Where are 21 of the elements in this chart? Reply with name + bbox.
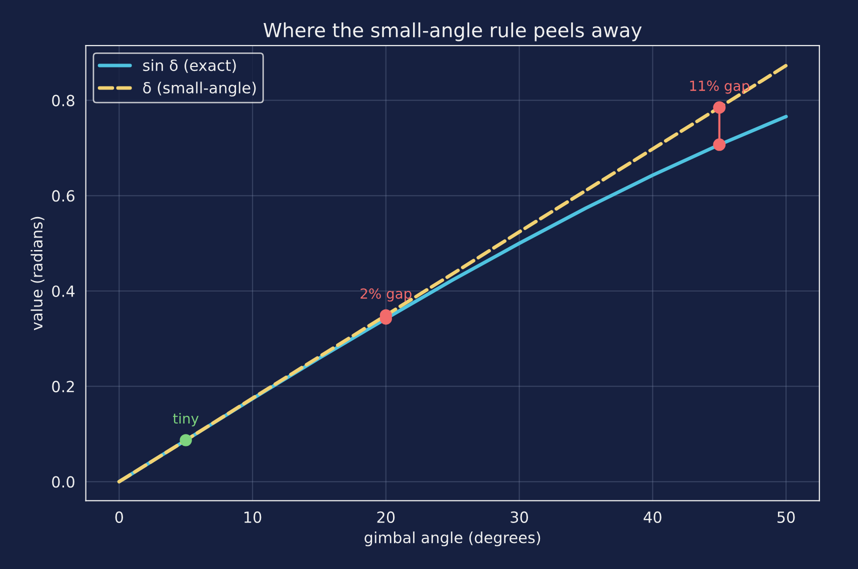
x-tick-label: 50 (778, 511, 795, 523)
legend-label: δ (small-angle) (143, 82, 256, 96)
annotation: tiny (173, 412, 199, 426)
chart-title: Where the small-angle rule peels away (264, 22, 642, 42)
x-tick-label: 40 (644, 511, 662, 523)
y-axis-title: value (radians) (30, 216, 44, 330)
y-tick-label: 0.4 (52, 285, 75, 298)
x-tick-label: 20 (377, 511, 395, 523)
legend-label: sin δ (exact) (143, 59, 236, 73)
y-tick-label: 0.0 (52, 476, 74, 488)
point (713, 101, 726, 114)
y-tick-label: 0.8 (52, 94, 74, 106)
x-tick-label: 0 (115, 511, 123, 523)
x-tick-label: 10 (244, 511, 262, 523)
point (180, 434, 192, 446)
x-axis-title: gimbal angle (degrees) (364, 531, 540, 546)
y-tick-label: 0.2 (52, 380, 74, 392)
annotation: 2% gap (360, 288, 412, 302)
y-tick-label: 0.6 (52, 190, 74, 202)
x-tick-label: 30 (510, 511, 528, 523)
point (713, 138, 726, 151)
